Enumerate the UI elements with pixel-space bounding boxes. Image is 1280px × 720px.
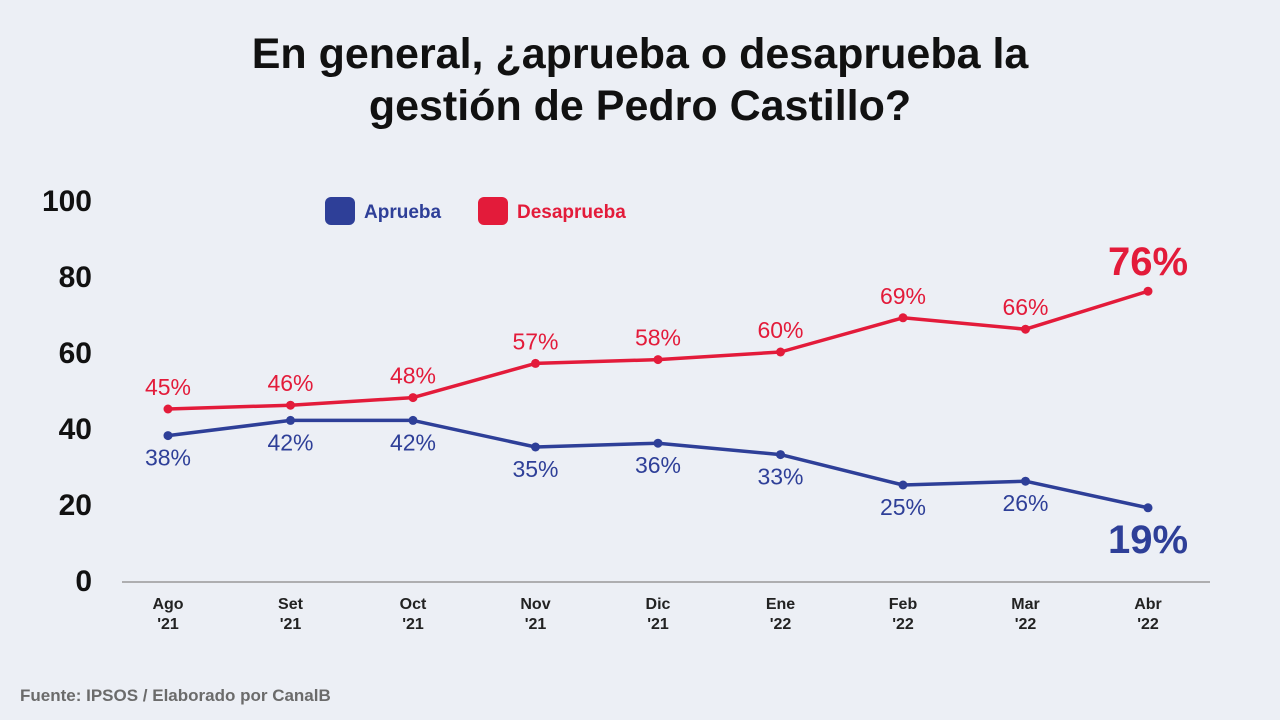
data-label-aprueba: 42% [390, 429, 436, 455]
x-tick-label: Mar [1011, 596, 1039, 613]
chart-title: En general, ¿aprueba o desaprueba la ges… [0, 28, 1280, 132]
legend-swatch-aprueba [325, 197, 355, 225]
data-point-aprueba [163, 431, 173, 441]
x-tick-label: Nov [520, 596, 550, 613]
y-tick-label: 40 [59, 413, 92, 446]
chart-title-line-2: gestión de Pedro Castillo? [368, 82, 912, 130]
data-point-aprueba [776, 450, 785, 460]
y-tick-label: 20 [59, 489, 92, 522]
data-label-aprueba: 25% [880, 494, 926, 520]
x-tick-label: Ene [766, 596, 795, 613]
x-tick-label-year: '22 [770, 616, 792, 633]
x-tick-label-year: '21 [157, 616, 179, 633]
data-label-desaprueba: 69% [880, 283, 926, 309]
data-label-aprueba: 33% [757, 464, 803, 490]
data-label-aprueba: 35% [512, 456, 558, 482]
data-label-aprueba: 42% [267, 429, 313, 455]
x-tick-label-year: '21 [647, 616, 669, 633]
legend-label-desaprueba: Desaprueba [517, 202, 626, 223]
source-note: Fuente: IPSOS / Elaborado por CanalB [20, 686, 331, 705]
x-tick-label: Ago [152, 596, 183, 613]
data-point-desaprueba [531, 358, 540, 368]
x-tick-label: Abr [1134, 596, 1162, 613]
data-point-desaprueba [653, 355, 663, 365]
data-label-aprueba: 26% [1002, 490, 1048, 516]
data-point-desaprueba [408, 393, 418, 403]
data-label-desaprueba: 45% [145, 374, 191, 400]
data-label-desaprueba: 76% [1108, 240, 1188, 284]
x-tick-label-year: '22 [1015, 616, 1037, 633]
data-label-desaprueba: 58% [635, 325, 681, 351]
legend-swatch-desaprueba [478, 197, 508, 225]
data-point-aprueba [1143, 503, 1153, 513]
data-point-aprueba [653, 438, 663, 448]
data-point-desaprueba [163, 404, 173, 414]
x-tick-label: Oct [400, 596, 427, 613]
x-tick-label-year: '22 [892, 616, 914, 633]
data-point-aprueba [286, 415, 295, 425]
y-tick-label: 60 [59, 337, 92, 370]
data-label-aprueba: 38% [145, 445, 191, 471]
x-tick-label-year: '21 [402, 616, 424, 633]
data-label-desaprueba: 60% [757, 317, 803, 343]
x-tick-label-year: '21 [525, 616, 547, 633]
x-tick-label: Feb [889, 596, 918, 613]
data-label-aprueba: 19% [1108, 518, 1188, 562]
x-tick-label: Set [278, 596, 304, 613]
x-tick-label-year: '22 [1137, 616, 1159, 633]
x-tick-label-year: '21 [280, 616, 302, 633]
x-tick-label: Dic [646, 596, 671, 613]
data-label-desaprueba: 66% [1002, 294, 1048, 320]
data-point-aprueba [408, 415, 418, 425]
y-tick-label: 80 [59, 261, 92, 294]
data-point-desaprueba [1143, 286, 1153, 296]
data-point-aprueba [531, 442, 540, 452]
data-label-desaprueba: 57% [512, 328, 558, 354]
data-point-aprueba [1021, 476, 1030, 486]
data-label-desaprueba: 48% [390, 363, 436, 389]
chart-title-line-1: En general, ¿aprueba o desaprueba la [251, 30, 1029, 78]
data-point-aprueba [898, 480, 908, 490]
data-point-desaprueba [898, 313, 908, 323]
data-label-aprueba: 36% [635, 452, 681, 478]
data-label-desaprueba: 46% [267, 370, 313, 396]
data-point-desaprueba [286, 400, 295, 410]
data-point-desaprueba [776, 347, 785, 357]
legend-label-aprueba: Aprueba [364, 202, 442, 223]
y-tick-label: 100 [42, 185, 92, 218]
y-tick-label: 0 [75, 565, 92, 598]
data-point-desaprueba [1021, 324, 1030, 334]
